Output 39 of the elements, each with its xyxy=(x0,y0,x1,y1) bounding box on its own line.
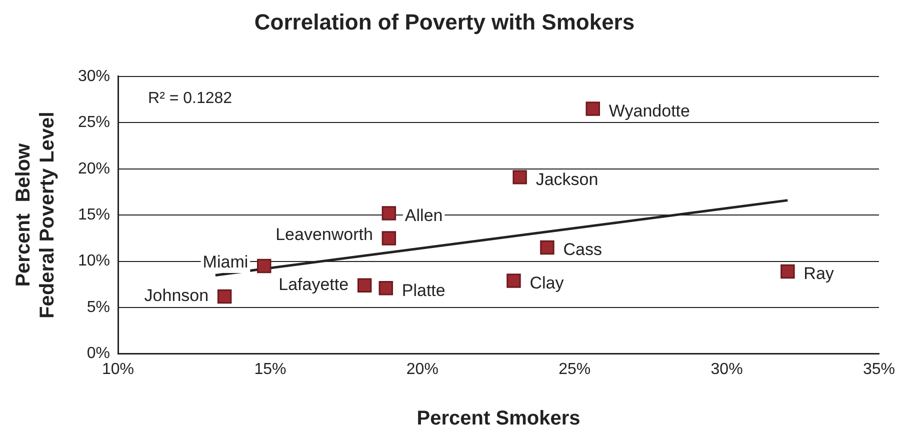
data-label: Jackson xyxy=(536,170,598,189)
point xyxy=(382,206,396,220)
data-label: Clay xyxy=(530,273,564,292)
y-tick-label: 30% xyxy=(78,68,110,85)
data-label: Cass xyxy=(563,240,602,260)
point xyxy=(540,240,554,255)
data-label: Platte xyxy=(402,280,446,300)
point xyxy=(217,289,232,304)
y-tick-label: 25% xyxy=(78,114,110,132)
data-label: Allen xyxy=(404,206,443,225)
x-tick-label: 30% xyxy=(710,360,743,378)
y-tick-label: 20% xyxy=(78,160,110,178)
data-label: Leavenworth xyxy=(276,224,373,244)
y-axis-title: Percent Below Federal Poverty Level xyxy=(12,112,59,318)
x-axis-title: Percent Smokers xyxy=(416,408,580,430)
data-label: Ray xyxy=(804,264,834,284)
chart-title: Correlation of Poverty with Smokers xyxy=(254,9,635,34)
point xyxy=(357,278,372,292)
point xyxy=(512,170,527,184)
data-label: Miami xyxy=(202,252,248,272)
data-label: Lafayette xyxy=(278,275,349,294)
y-tick-label: 5% xyxy=(86,298,110,316)
point xyxy=(586,102,600,116)
data-label: Johnson xyxy=(144,286,209,306)
point xyxy=(506,274,521,288)
data-label: Wyandotte xyxy=(608,101,690,120)
x-tick-label: 10% xyxy=(102,360,134,378)
x-tick-label: 35% xyxy=(862,360,896,378)
point xyxy=(382,231,396,246)
x-tick-label: 15% xyxy=(254,360,286,378)
point xyxy=(780,264,795,279)
point xyxy=(378,281,393,296)
y-tick-label: 0% xyxy=(86,345,110,362)
x-tick-label: 20% xyxy=(406,360,438,378)
annotation: R² = 0.1282 xyxy=(148,90,232,107)
y-tick-label: 10% xyxy=(78,252,110,270)
x-tick-label: 25% xyxy=(558,360,591,378)
y-tick-label: 15% xyxy=(78,206,110,224)
point xyxy=(257,258,272,274)
